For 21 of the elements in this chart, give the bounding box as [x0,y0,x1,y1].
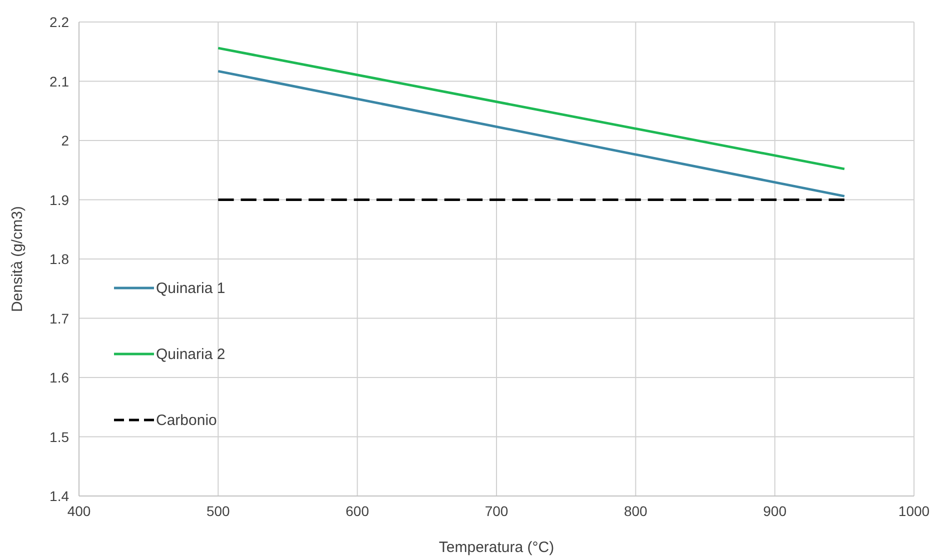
y-tick-label: 1.7 [50,310,70,326]
legend-label: Quinaria 1 [156,280,226,297]
x-tick-label: 900 [763,503,787,519]
y-tick-label: 2 [61,132,70,148]
y-tick-label: 1.9 [50,192,70,208]
y-axis-title: Densità (g/cm3) [9,206,26,312]
legend-label: Quinaria 2 [156,346,226,363]
y-tick-label: 1.8 [50,251,70,267]
y-tick-label: 1.4 [50,488,70,504]
y-tick-label: 1.5 [50,428,70,445]
legend-label: Carbonio [156,412,217,429]
x-axis-title: Temperatura (°C) [438,539,554,556]
x-tick-label: 800 [624,503,648,519]
x-tick-label: 500 [206,503,230,519]
x-tick-label: 1000 [898,503,930,519]
y-tick-label: 2.1 [50,73,70,90]
y-tick-label: 1.6 [50,370,70,386]
x-tick-label: 700 [484,503,508,519]
x-tick-label: 400 [67,503,91,519]
x-tick-label: 600 [346,503,370,519]
y-tick-label: 2.2 [50,14,70,30]
